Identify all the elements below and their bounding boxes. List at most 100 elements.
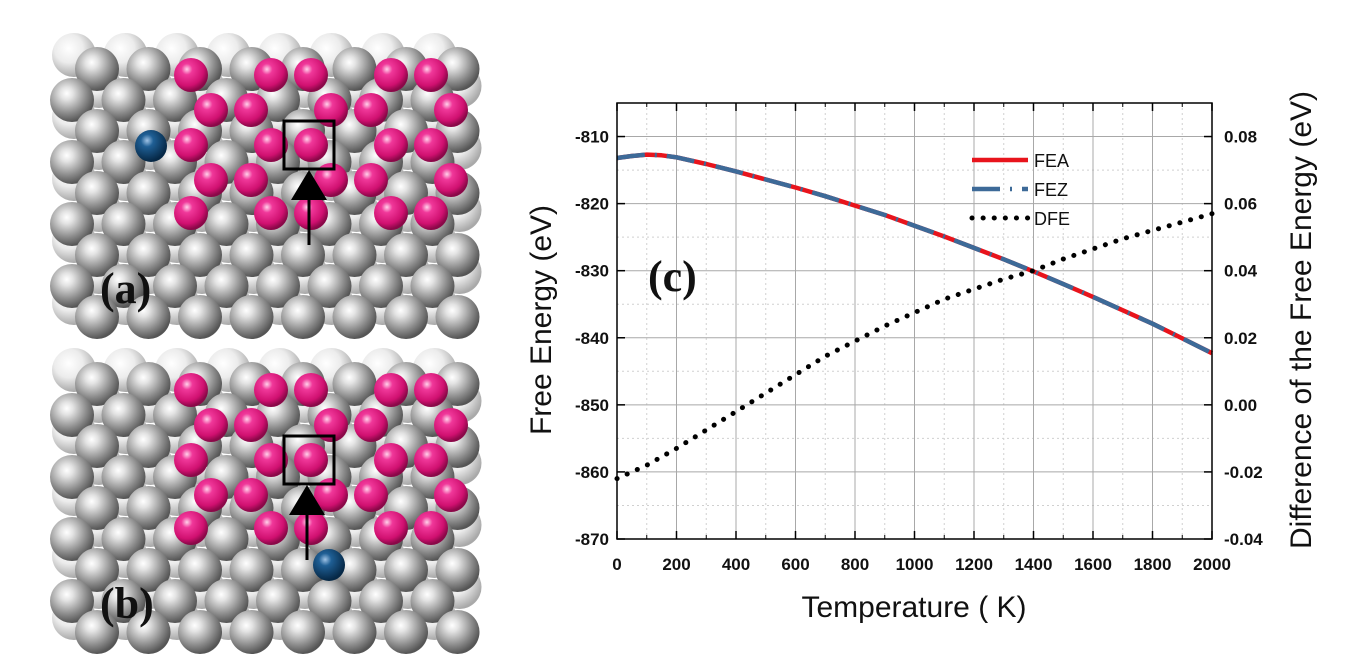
adsorbate-atom bbox=[294, 196, 328, 230]
substrate-atom bbox=[75, 295, 119, 339]
x-tick-label: 0 bbox=[612, 555, 621, 574]
substrate-atom bbox=[204, 579, 249, 623]
substrate-atom bbox=[101, 202, 146, 246]
substrate-atom bbox=[50, 393, 94, 437]
adsorbate-atom bbox=[174, 373, 208, 407]
y-tick-label: -830 bbox=[575, 262, 609, 281]
adsorbate-atom bbox=[314, 408, 348, 442]
substrate-atom bbox=[101, 393, 146, 437]
adsorbate-atom bbox=[194, 408, 228, 442]
substrate-atom bbox=[178, 233, 222, 277]
x-tick-label: 1200 bbox=[955, 555, 993, 574]
x-tick-label: 1800 bbox=[1134, 555, 1172, 574]
substrate-atom bbox=[229, 548, 274, 592]
substrate-atom bbox=[50, 140, 94, 184]
substrate-atom bbox=[126, 295, 171, 339]
chart-ticks: 0 200 400 600 800 1000 1200 1400 1600 1800 2000 -87… bbox=[575, 103, 1263, 574]
substrate-atom bbox=[384, 233, 428, 277]
substrate-atom bbox=[75, 47, 119, 91]
x-axis-title: Temperature ( K) bbox=[801, 591, 1026, 624]
panel-c-label: (c) bbox=[648, 252, 697, 301]
adsorbate-atom bbox=[414, 58, 448, 92]
adsorbate-atom bbox=[414, 128, 448, 162]
substrate-atom bbox=[307, 579, 352, 623]
y2-tick-label: 0.00 bbox=[1224, 396, 1257, 415]
free-energy-chart: 0 200 400 600 800 1000 1200 1400 1600 1800 2000 -87… bbox=[525, 91, 1318, 624]
adsorbate-atom bbox=[374, 443, 408, 477]
adsorbate-atom bbox=[294, 58, 328, 92]
adsorbate-atom bbox=[414, 373, 448, 407]
adsorbate-atom bbox=[174, 511, 208, 545]
substrate-atom bbox=[178, 548, 222, 592]
adsorbate-atom bbox=[354, 163, 388, 197]
substrate-atom bbox=[204, 264, 249, 308]
chart-legend: FEA FEZ DFE bbox=[969, 151, 1070, 229]
substrate-atom bbox=[101, 579, 146, 623]
substrate-atom bbox=[384, 548, 428, 592]
panel-b-structure bbox=[50, 348, 482, 654]
substrate-atom bbox=[281, 295, 325, 339]
substrate-atom bbox=[435, 610, 480, 654]
substrate-atom bbox=[126, 47, 171, 91]
adsorbate-atom bbox=[414, 196, 448, 230]
adsorbate-atom bbox=[234, 93, 268, 127]
substrate-atom bbox=[332, 610, 377, 654]
legend-label-fez: FEZ bbox=[1034, 180, 1068, 200]
substrate-atom bbox=[50, 579, 94, 623]
y-tick-label: -840 bbox=[575, 329, 609, 348]
substrate-atom bbox=[332, 233, 377, 277]
substrate-atom bbox=[332, 362, 377, 406]
adsorbate-atom bbox=[294, 373, 328, 407]
y-tick-label: -820 bbox=[575, 195, 609, 214]
y-tick-label: -850 bbox=[575, 396, 609, 415]
x-tick-label: 600 bbox=[781, 555, 809, 574]
adsorbate-atom bbox=[194, 163, 228, 197]
substrate-atom bbox=[332, 295, 377, 339]
substrate-atom bbox=[435, 295, 480, 339]
adsorbate-atom bbox=[174, 196, 208, 230]
substrate-atom bbox=[178, 295, 222, 339]
adsorbate-atom bbox=[354, 408, 388, 442]
substrate-atom bbox=[50, 202, 94, 246]
substrate-atom bbox=[384, 295, 428, 339]
substrate-atom bbox=[359, 264, 403, 308]
y2-axis-title: Difference of the Free Energy (eV) bbox=[1285, 91, 1318, 549]
substrate-atom bbox=[126, 610, 171, 654]
x-tick-label: 1000 bbox=[896, 555, 934, 574]
substrate-atom bbox=[229, 295, 274, 339]
substrate-atom bbox=[126, 486, 171, 530]
x-tick-label: 1400 bbox=[1015, 555, 1053, 574]
y2-tick-label: 0.04 bbox=[1224, 262, 1258, 281]
x-tick-label: 200 bbox=[662, 555, 690, 574]
adsorbate-atom bbox=[174, 443, 208, 477]
substrate-atom bbox=[307, 264, 352, 308]
y-tick-label: -870 bbox=[575, 530, 609, 549]
substrate-atom bbox=[75, 424, 119, 468]
adsorbate-atom bbox=[294, 128, 328, 162]
panel-a-label: (a) bbox=[100, 264, 151, 313]
substrate-atom bbox=[50, 264, 94, 308]
panel-b-label: (b) bbox=[100, 579, 154, 628]
substrate-atom bbox=[75, 171, 119, 215]
substrate-atom bbox=[75, 486, 119, 530]
substrate-atom bbox=[359, 579, 403, 623]
substrate-atom bbox=[153, 579, 197, 623]
y2-tick-label: 0.08 bbox=[1224, 128, 1257, 147]
chart-series bbox=[614, 152, 1215, 482]
substrate-atom bbox=[229, 610, 274, 654]
substrate-atom bbox=[410, 579, 455, 623]
adsorbate-atom bbox=[174, 128, 208, 162]
substrate-atom bbox=[256, 264, 300, 308]
substrate-atom bbox=[50, 517, 94, 561]
substrate-atom bbox=[75, 548, 119, 592]
x-tick-label: 800 bbox=[841, 555, 869, 574]
x-tick-label: 2000 bbox=[1193, 555, 1231, 574]
substrate-atom bbox=[178, 610, 222, 654]
adsorbate-atom bbox=[374, 58, 408, 92]
substrate-atom bbox=[126, 233, 171, 277]
substrate-atom bbox=[126, 362, 171, 406]
y2-tick-label: 0.02 bbox=[1224, 329, 1257, 348]
substrate-atom bbox=[126, 424, 171, 468]
adsorbate-atom bbox=[234, 163, 268, 197]
